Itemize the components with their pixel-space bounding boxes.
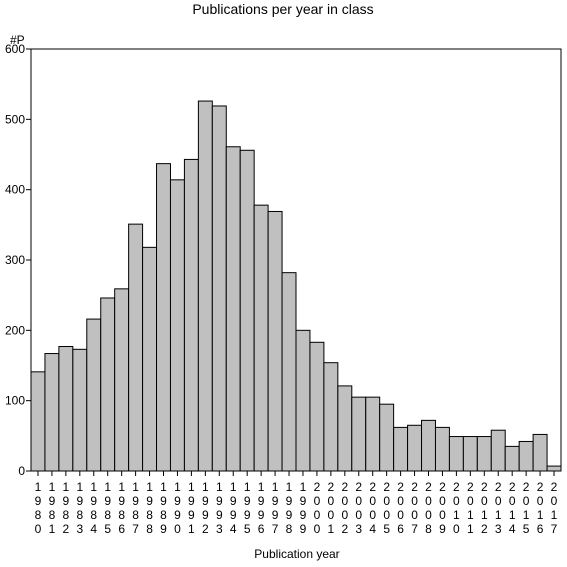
bar-1990: [169, 179, 185, 472]
bar-1997: [267, 210, 283, 472]
chart-title: Publications per year in class: [192, 1, 373, 17]
bar-2012: [476, 436, 492, 472]
x-ticks-group: 1 9 8 0 1 9 8 1 1 9 8 2 1 9 8 3 1 9 8 4 1 9 8 5 1 9 8 6 1 9 8 7 1 9 8 8 1 9 8 9…: [35, 471, 558, 536]
bar-1986: [114, 288, 130, 472]
y-tick-label: 100: [5, 394, 25, 408]
bar-1989: [156, 163, 171, 472]
bar-2006: [393, 426, 409, 472]
bar-2007: [407, 424, 423, 472]
bar-2004: [365, 396, 381, 472]
bar-2008: [421, 419, 436, 472]
bar-2013: [490, 429, 506, 472]
bar-1982: [58, 346, 74, 472]
bars-group: [30, 100, 562, 472]
bar-2001: [323, 362, 339, 472]
y-tick-label: 500: [5, 112, 25, 126]
bar-2017: [546, 465, 562, 472]
y-tick-label: 400: [5, 183, 25, 197]
bar-1992: [197, 100, 213, 472]
bar-2014: [504, 445, 520, 472]
bar-1987: [128, 223, 144, 472]
bar-1995: [239, 149, 255, 472]
bar-2010: [448, 436, 464, 472]
bar-1984: [86, 318, 102, 472]
bar-1994: [225, 146, 241, 472]
bar-2003: [351, 396, 367, 472]
bar-1981: [44, 353, 60, 472]
bar-1996: [253, 204, 269, 472]
bar-2016: [532, 433, 548, 472]
bar-2005: [379, 403, 395, 472]
bar-1991: [183, 158, 199, 472]
bar-1998: [281, 272, 297, 472]
bar-2011: [462, 436, 478, 472]
bar-1980: [30, 371, 46, 472]
bar-2009: [434, 426, 450, 472]
y-tick-label: 300: [5, 253, 25, 267]
x-axis-label: Publication year: [254, 547, 339, 561]
y-axis-label: #P: [10, 33, 25, 47]
y-ticks-group: 0 100 200 300 400 500 600: [5, 42, 31, 478]
bar-2002: [337, 385, 353, 472]
y-tick-label: 600: [5, 42, 25, 56]
bar-1988: [142, 246, 158, 472]
bar-1999: [295, 329, 311, 472]
y-tick-label: 0: [18, 464, 25, 478]
bar-2000: [309, 341, 325, 472]
bar-1983: [72, 348, 88, 472]
bar-2015: [518, 440, 534, 472]
bar-1993: [211, 105, 227, 472]
bar-1985: [100, 297, 116, 472]
y-tick-label: 200: [5, 323, 25, 337]
